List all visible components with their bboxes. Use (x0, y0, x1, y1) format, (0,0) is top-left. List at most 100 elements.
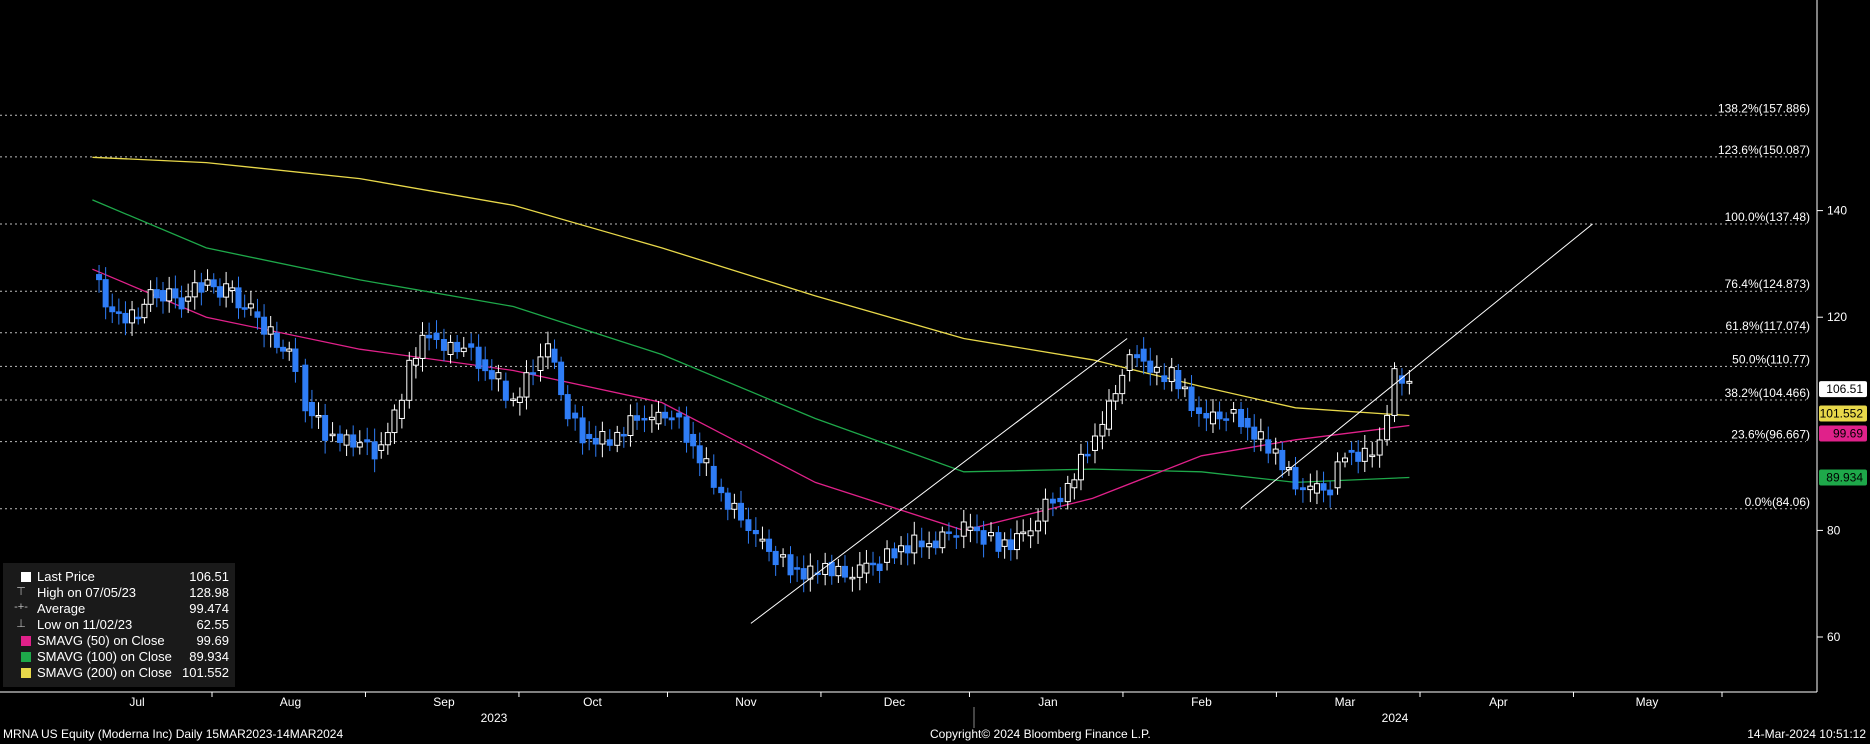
candle (1384, 404, 1391, 446)
candle-body (141, 303, 148, 319)
y-tick-label: 120 (1827, 310, 1847, 324)
price-tag-sma200: 101.552 (1819, 405, 1867, 422)
candle (780, 548, 787, 568)
candle (828, 554, 835, 585)
candle-body (1091, 435, 1098, 451)
candle (564, 385, 571, 427)
candle (115, 298, 122, 325)
candle-body (254, 311, 261, 318)
candle (655, 400, 662, 430)
fib-label: 100.0%(137.48) (1725, 210, 1810, 224)
candle (398, 393, 405, 429)
candle (710, 454, 717, 495)
candle (495, 364, 502, 392)
legend-label: SMAVG (200) on Close (37, 665, 172, 680)
candle (1355, 440, 1362, 474)
candle-body (863, 562, 870, 574)
candle (863, 549, 870, 584)
candle-body (780, 554, 787, 558)
candle (766, 529, 773, 562)
candle-body (772, 550, 779, 566)
candle-body (898, 545, 905, 553)
candle-body (564, 394, 571, 420)
candle (198, 272, 205, 306)
candle (141, 298, 148, 324)
legend-row-low: ⊥ Low on 11/02/23 62.55 (3, 617, 235, 633)
candle-body (710, 465, 717, 488)
candle (1376, 427, 1383, 468)
candle (606, 429, 613, 452)
candle (216, 278, 223, 306)
candle-body (1057, 497, 1064, 503)
y-tick-label: 80 (1827, 523, 1841, 537)
candle-body (876, 563, 883, 571)
candle-body (115, 311, 122, 314)
candle (641, 405, 648, 433)
candle-body (973, 526, 980, 532)
candle-body (891, 548, 898, 559)
y-tick-label: 60 (1827, 630, 1841, 644)
candle-body (1195, 407, 1202, 414)
fib-label: 0.0%(84.06) (1745, 495, 1810, 509)
candle-body (1216, 411, 1223, 420)
candle-body (1299, 487, 1306, 491)
candle-body (1001, 539, 1008, 547)
candle-body (1342, 457, 1348, 463)
candle-body (599, 431, 606, 445)
footer-copyright: Copyright© 2024 Bloomberg Finance L.P. (930, 727, 1151, 741)
candle-body (510, 398, 517, 401)
price-tag-label: 89.934 (1826, 470, 1863, 484)
candle-body (1369, 454, 1376, 458)
candle (329, 422, 336, 442)
candle-body (995, 532, 1002, 552)
candle (1119, 369, 1126, 405)
legend-swatch (21, 572, 31, 582)
candle-body (495, 372, 502, 380)
candle (586, 421, 593, 451)
candle (904, 533, 911, 566)
candle-body (752, 529, 759, 535)
candle (102, 267, 109, 320)
candle-body (315, 414, 322, 418)
candle-body (475, 346, 482, 369)
candle (690, 421, 697, 459)
candle (926, 531, 933, 559)
candle-body (1168, 367, 1175, 383)
x-tick-label: Feb (1191, 695, 1212, 709)
candle (960, 509, 967, 549)
sma50-line (92, 268, 1410, 532)
x-tick-label: Nov (735, 695, 756, 709)
candle-body (1020, 531, 1027, 535)
price-tag-sma50: 99.69 (1819, 425, 1867, 442)
candlesticks (96, 264, 1413, 593)
candle-body (1014, 533, 1021, 551)
candle (523, 360, 530, 410)
candle-body (329, 433, 336, 437)
candle-body (210, 279, 217, 288)
legend-label: Low on 11/02/23 (37, 617, 133, 632)
candle (745, 507, 752, 544)
candle (1064, 475, 1071, 510)
candle-body (1391, 368, 1398, 416)
candle (1299, 478, 1306, 503)
candle-body (960, 521, 967, 537)
candle-body (1077, 453, 1084, 481)
candle-body (1153, 366, 1160, 373)
candle-body (350, 434, 357, 448)
price-tag-bg (1819, 469, 1867, 486)
candle (1342, 452, 1348, 468)
candle (953, 527, 960, 549)
candle (648, 404, 655, 433)
legend-value: 89.934 (189, 649, 229, 664)
candle-body (655, 411, 662, 425)
price-tag-sma100: 89.934 (1819, 469, 1867, 486)
candle-body (835, 565, 842, 577)
candle-body (261, 316, 268, 335)
candle-body (267, 326, 274, 335)
candle (1106, 389, 1113, 437)
candle (254, 298, 261, 330)
candle (302, 358, 309, 423)
candle (1406, 370, 1413, 395)
candle-body (1327, 489, 1334, 496)
x-tick-label: Mar (1335, 695, 1356, 709)
